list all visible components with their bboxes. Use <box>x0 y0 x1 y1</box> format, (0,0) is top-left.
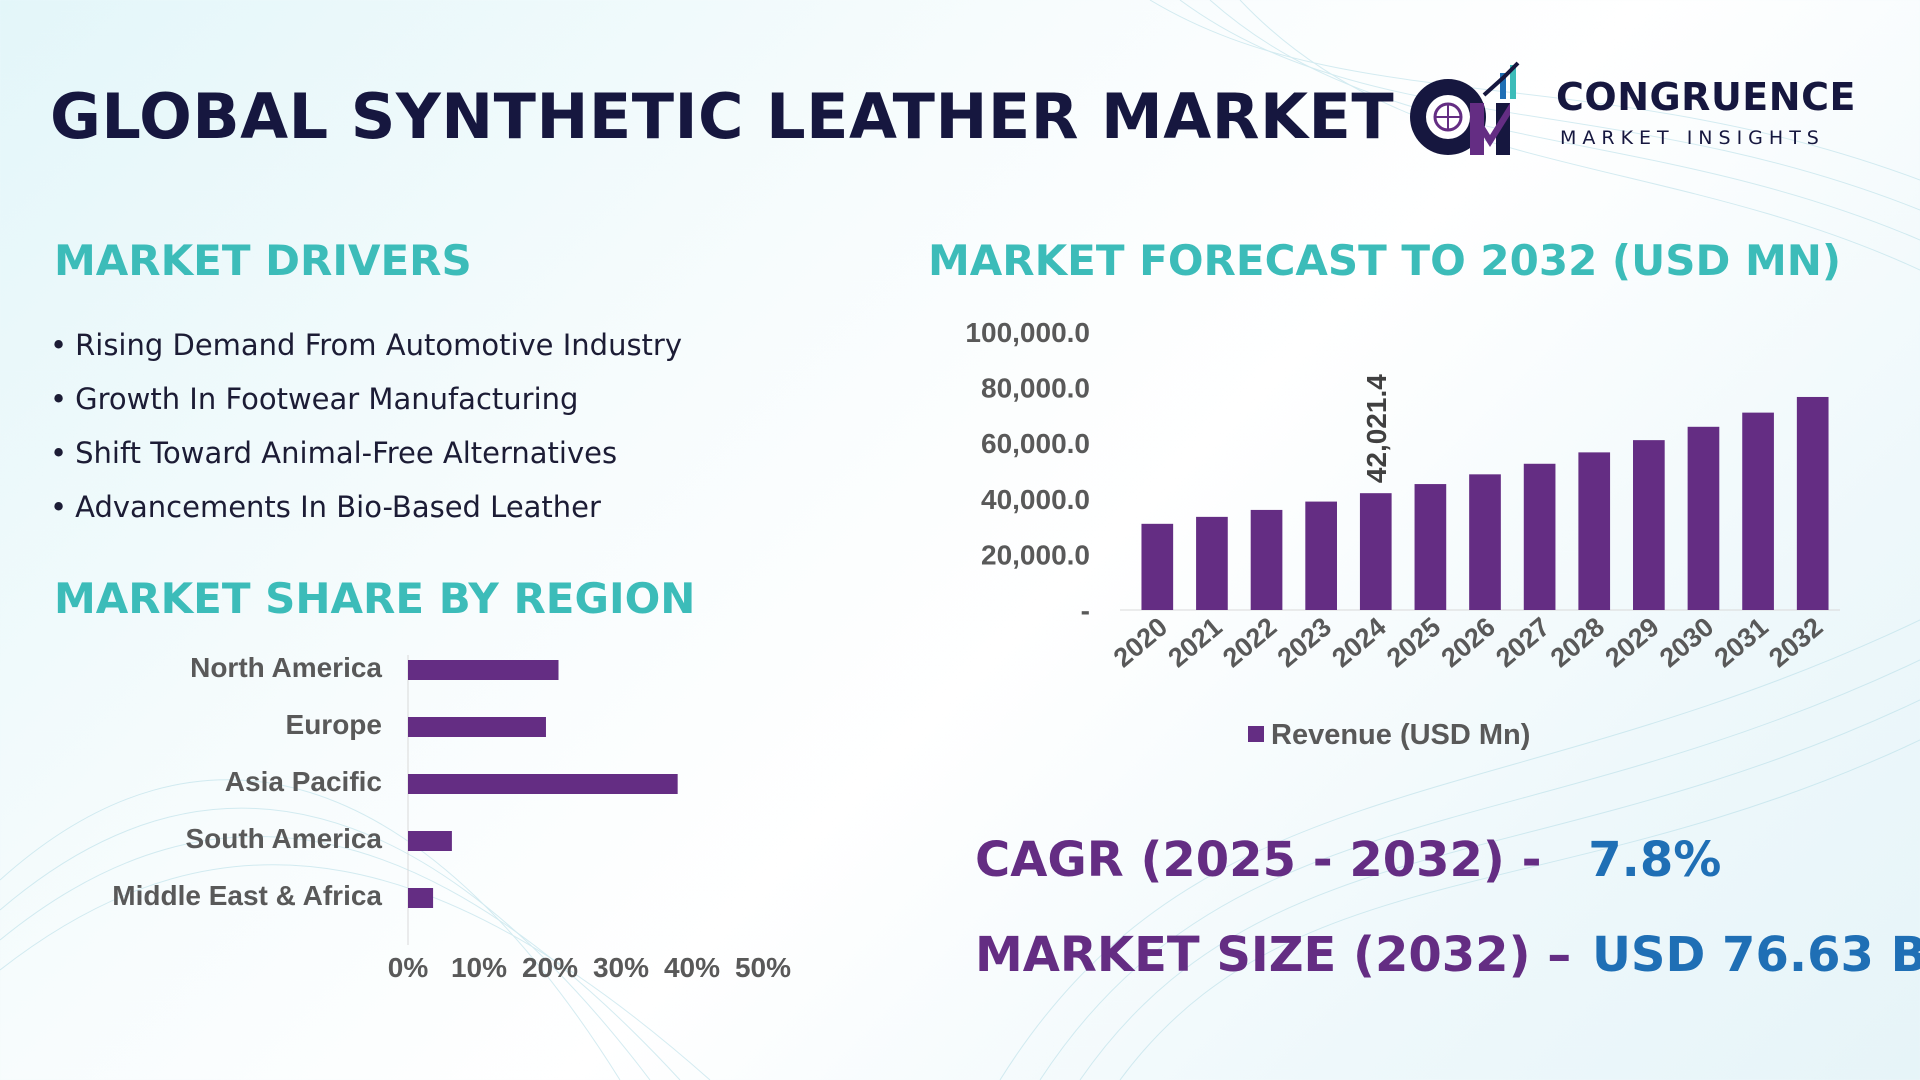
forecast-bar <box>1469 474 1501 610</box>
page-title: GLOBAL SYNTHETIC LEATHER MARKET <box>50 80 1395 153</box>
region-x-tick: 0% <box>388 952 429 983</box>
region-x-tick: 40% <box>664 952 720 983</box>
forecast-x-tick: 2028 <box>1545 612 1610 674</box>
forecast-bar <box>1523 463 1556 610</box>
forecast-bar <box>1250 509 1283 610</box>
forecast-x-tick: 2021 <box>1162 612 1227 674</box>
driver-text: Growth In Footwear Manufacturing <box>75 382 579 416</box>
forecast-x-tick: 2022 <box>1217 612 1282 674</box>
forecast-y-tick: 40,000.0 <box>981 484 1090 515</box>
region-bar <box>408 717 546 737</box>
region-bar <box>408 774 678 794</box>
cagr-label: CAGR (2025 - 2032) - <box>975 832 1542 888</box>
region-bar <box>408 831 452 851</box>
forecast-x-tick: 2024 <box>1326 612 1391 674</box>
forecast-bar <box>1305 501 1337 610</box>
logo-name: CONGRUENCE <box>1556 75 1856 119</box>
forecast-bar <box>1414 484 1447 610</box>
forecast-bar <box>1196 516 1228 610</box>
region-share-chart: North America Europe Asia Pacific South Ame… <box>112 652 791 983</box>
forecast-bar <box>1141 523 1174 610</box>
forecast-bar <box>1796 396 1829 610</box>
driver-text: Shift Toward Animal-Free Alternatives <box>75 436 618 470</box>
forecast-x-tick: 2027 <box>1490 612 1555 674</box>
region-x-tick: 20% <box>522 952 578 983</box>
market-size-row: MARKET SIZE (2032) – USD 76.63 BN <box>975 927 1920 983</box>
company-logo: CONGRUENCE MARKET INSIGHTS <box>1400 55 1880 165</box>
forecast-x-tick: 2032 <box>1763 612 1828 674</box>
driver-item: • Advancements In Bio-Based Leather <box>50 490 601 524</box>
forecast-y-tick: 20,000.0 <box>981 539 1090 570</box>
region-bar <box>408 888 434 908</box>
logo-mark-icon <box>1410 61 1520 155</box>
forecast-y-tick: 60,000.0 <box>981 428 1090 459</box>
region-category-label: North America <box>190 652 382 683</box>
legend-swatch <box>1248 726 1264 742</box>
forecast-x-tick: 2025 <box>1381 612 1446 674</box>
market-size-label: MARKET SIZE (2032) – <box>975 927 1572 983</box>
forecast-y-tick: 80,000.0 <box>981 373 1090 404</box>
driver-item: • Shift Toward Animal-Free Alternatives <box>50 436 618 470</box>
cagr-value: 7.8% <box>1588 832 1722 888</box>
forecast-x-tick: 2030 <box>1654 612 1719 674</box>
region-x-tick: 30% <box>593 952 649 983</box>
region-x-tick: 50% <box>735 952 791 983</box>
forecast-title: MARKET FORECAST TO 2032 (USD MN) <box>928 236 1842 285</box>
drivers-title: MARKET DRIVERS <box>54 236 472 285</box>
driver-text: Rising Demand From Automotive Industry <box>75 328 683 362</box>
legend-label: Revenue (USD Mn) <box>1271 719 1530 751</box>
forecast-data-label: 42,021.4 <box>1361 374 1392 483</box>
forecast-x-tick: 2020 <box>1108 612 1173 674</box>
driver-item: • Rising Demand From Automotive Industry <box>50 328 683 362</box>
forecast-bar <box>1633 440 1665 610</box>
cagr-row: CAGR (2025 - 2032) - 7.8% <box>975 832 1721 888</box>
driver-item: • Growth In Footwear Manufacturing <box>50 382 579 416</box>
region-category-label: South America <box>185 823 382 854</box>
forecast-bar <box>1742 412 1774 610</box>
forecast-x-tick: 2026 <box>1436 612 1501 674</box>
region-bar <box>408 660 559 680</box>
forecast-y-tick: 100,000.0 <box>965 317 1090 348</box>
forecast-y-tick: - <box>1081 595 1090 626</box>
forecast-bar <box>1578 452 1611 610</box>
region-category-label: Asia Pacific <box>225 766 382 797</box>
region-category-label: Europe <box>286 709 382 740</box>
forecast-x-tick: 2023 <box>1272 612 1337 674</box>
drivers-list: • Rising Demand From Automotive Industry … <box>50 322 682 538</box>
forecast-bar <box>1687 426 1720 610</box>
forecast-x-tick: 2029 <box>1599 612 1664 674</box>
region-category-label: Middle East & Africa <box>112 880 382 911</box>
forecast-chart: - 20,000.0 40,000.0 60,000.0 80,000.0 100,000… <box>965 317 1840 751</box>
region-title: MARKET SHARE BY REGION <box>54 574 696 623</box>
market-size-value: USD 76.63 BN <box>1591 927 1920 983</box>
logo-tagline: MARKET INSIGHTS <box>1560 127 1825 149</box>
driver-text: Advancements In Bio-Based Leather <box>75 490 601 524</box>
forecast-x-tick: 2031 <box>1709 612 1774 674</box>
forecast-bar <box>1359 493 1392 610</box>
region-x-tick: 10% <box>451 952 507 983</box>
